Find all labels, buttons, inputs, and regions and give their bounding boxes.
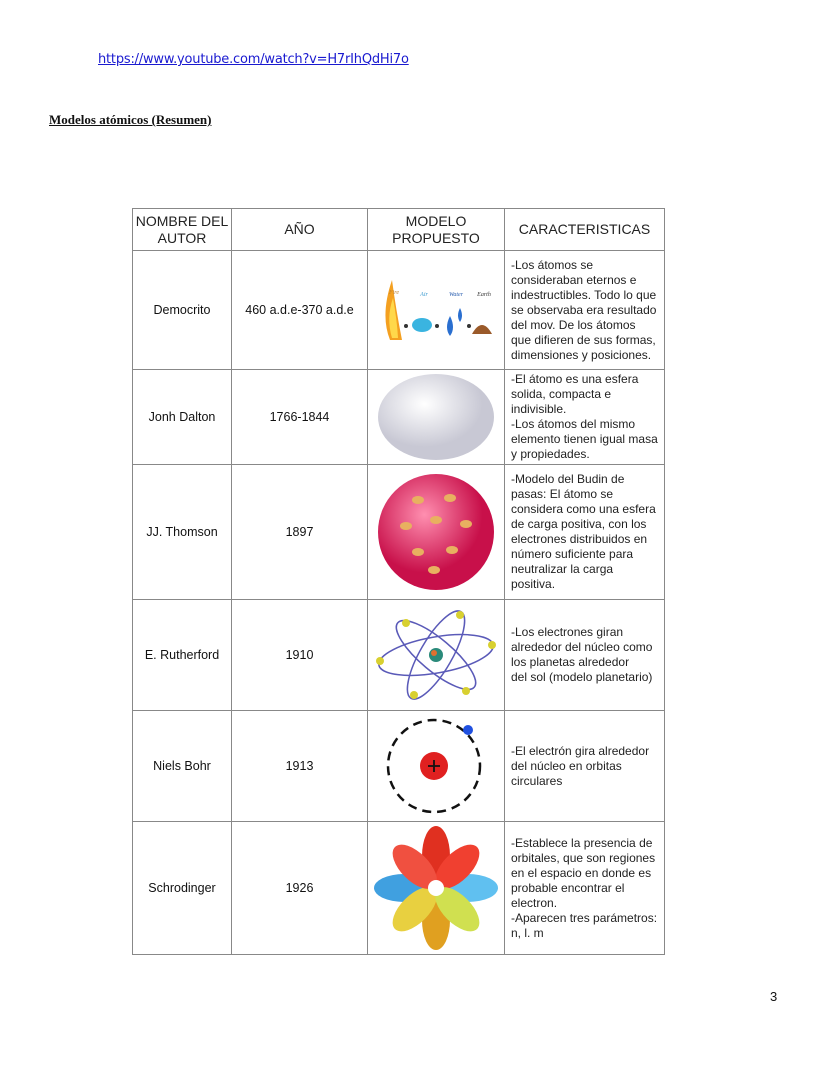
water-label: Water bbox=[449, 292, 464, 298]
youtube-link[interactable]: https://www.youtube.com/watch?v=H7rIhQdH… bbox=[98, 52, 409, 67]
header-author: NOMBRE DEL AUTOR bbox=[132, 208, 232, 251]
year-cell: 1897 bbox=[231, 464, 368, 600]
model-image-cell bbox=[367, 599, 505, 711]
author-cell: Democrito bbox=[132, 250, 232, 370]
schrodinger-orbitals-image bbox=[374, 826, 498, 950]
rutherford-orbits-image bbox=[376, 610, 496, 700]
section-title: Modelos atómicos (Resumen) bbox=[49, 112, 212, 127]
table-row: Democrito 460 a.d.e-370 a.d.e Fire Air W… bbox=[132, 250, 665, 370]
author-cell: Jonh Dalton bbox=[132, 369, 232, 465]
earth-label: Earth bbox=[476, 292, 491, 298]
table-row: Niels Bohr 1913 -El electrón gira alrede… bbox=[132, 710, 665, 822]
table-row: Schrodinger 1926 -Establece la presencia… bbox=[132, 821, 665, 955]
model-image-cell bbox=[367, 710, 505, 822]
author-cell: JJ. Thomson bbox=[132, 464, 232, 600]
model-image-cell bbox=[367, 821, 505, 955]
year-cell: 1766-1844 bbox=[231, 369, 368, 465]
table-row: JJ. Thomson 1897 -Modelo del Budin de pa… bbox=[132, 464, 665, 600]
dalton-sphere-image bbox=[378, 374, 494, 460]
author-cell: Niels Bohr bbox=[132, 710, 232, 822]
bohr-orbit-image bbox=[386, 718, 482, 814]
header-model: MODELO PROPUESTO bbox=[367, 208, 505, 251]
year-cell: 1913 bbox=[231, 710, 368, 822]
table-row: Jonh Dalton 1766-1844 -El átomo es una e… bbox=[132, 369, 665, 465]
author-cell: Schrodinger bbox=[132, 821, 232, 955]
year-cell: 1926 bbox=[231, 821, 368, 955]
table-row: E. Rutherford 1910 -Los electrones giran… bbox=[132, 599, 665, 711]
header-characteristics: CARACTERISTICAS bbox=[504, 208, 665, 251]
model-image-cell bbox=[367, 464, 505, 600]
air-label: Air bbox=[419, 292, 428, 298]
elements-image: Fire Air Water Earth bbox=[385, 280, 492, 340]
year-cell: 1910 bbox=[231, 599, 368, 711]
thomson-sphere-image bbox=[378, 474, 494, 590]
fire-label: Fire bbox=[388, 290, 399, 296]
year-cell: 460 a.d.e-370 a.d.e bbox=[231, 250, 368, 370]
description-cell: -El átomo es una esfera solida, compacta… bbox=[504, 369, 665, 465]
model-image-cell: Fire Air Water Earth bbox=[367, 250, 505, 370]
table-header-row: NOMBRE DEL AUTOR AÑO MODELO PROPUESTO CA… bbox=[132, 208, 665, 251]
description-cell: -Establece la presencia de orbitales, qu… bbox=[504, 821, 665, 955]
header-year: AÑO bbox=[231, 208, 368, 251]
description-cell: -Los electrones giran alrededor del núcl… bbox=[504, 599, 665, 711]
page-number: 3 bbox=[770, 989, 778, 1004]
atomic-models-table: NOMBRE DEL AUTOR AÑO MODELO PROPUESTO CA… bbox=[132, 208, 665, 955]
description-cell: -Modelo del Budin de pasas: El átomo se … bbox=[504, 464, 665, 600]
model-image-cell bbox=[367, 369, 505, 465]
description-cell: -El electrón gira alrededor del núcleo e… bbox=[504, 710, 665, 822]
description-cell: -Los átomos se consideraban eternos e in… bbox=[504, 250, 665, 370]
author-cell: E. Rutherford bbox=[132, 599, 232, 711]
